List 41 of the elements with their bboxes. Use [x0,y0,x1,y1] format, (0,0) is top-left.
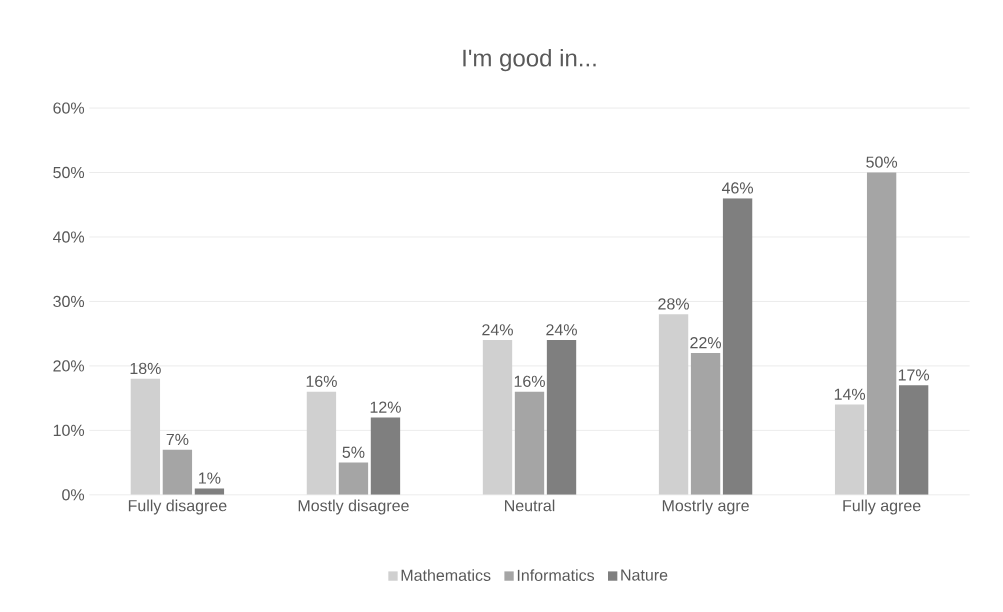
legend-label: Informatics [517,569,595,581]
y-tick-label: 10% [53,424,85,436]
bar [194,488,225,495]
data-label: 7% [166,433,189,445]
y-tick-label: 60% [53,102,85,114]
bar [898,385,929,495]
data-label: 50% [866,156,898,168]
bar [514,391,545,495]
data-label: 46% [721,182,754,194]
bar [338,462,369,495]
data-label: 17% [898,369,930,381]
data-label: 28% [658,298,689,310]
bar [866,172,897,495]
y-tick-label: 0% [62,489,85,501]
x-tick-label: Mostrly agre [662,499,749,515]
data-label: 24% [546,324,577,336]
data-label: 14% [834,388,866,400]
data-label: 18% [130,362,161,374]
data-label: 1% [199,472,221,484]
x-tick-label: Mostly disagree [298,499,409,515]
y-tick-label: 30% [53,295,85,307]
chart-title: I'm good in... [463,48,596,72]
x-tick-label: Neutral [505,499,555,512]
bar [546,340,577,495]
data-label: 16% [306,375,337,387]
y-tick-label: 50% [53,166,85,179]
data-label: 5% [342,446,365,458]
y-tick-label: 40% [53,231,85,243]
x-tick-label: Fully agree [843,499,921,515]
data-label: 12% [370,401,401,413]
data-label: 16% [514,375,545,387]
bar [162,449,193,495]
bar [690,352,721,495]
legend-label: Nature [621,569,668,581]
data-label: 22% [690,336,722,349]
x-tick-label: Fully disagree [128,499,227,515]
y-tick-label: 20% [53,360,85,372]
bar [722,198,753,495]
data-label: 24% [482,324,513,336]
legend-label: Mathematics [401,569,491,581]
bar [370,417,401,495]
